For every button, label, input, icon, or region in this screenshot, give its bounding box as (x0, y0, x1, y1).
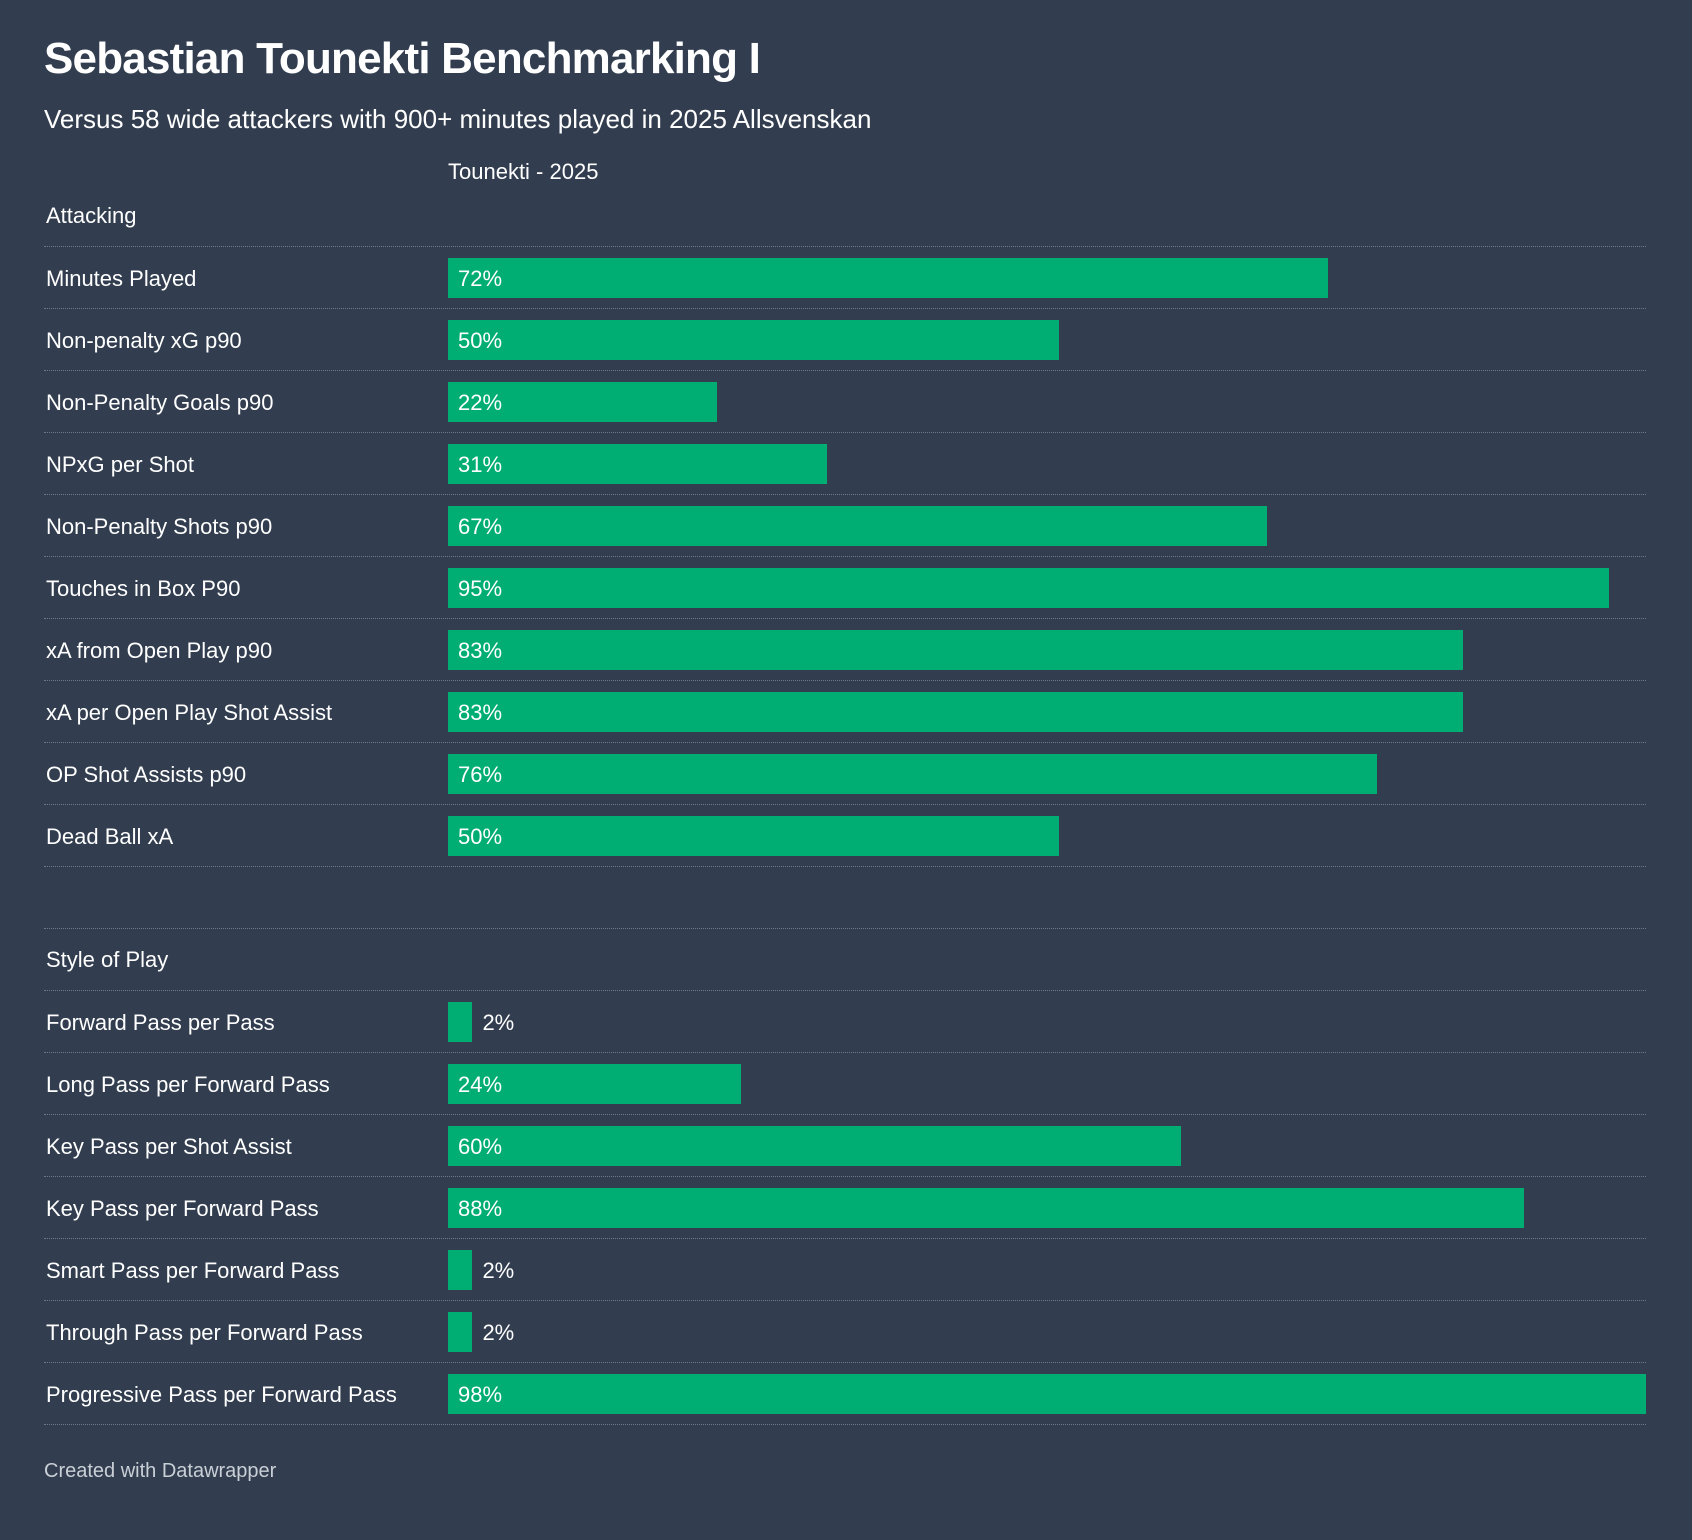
bar-label: OP Shot Assists p90 (46, 762, 247, 787)
bar (448, 444, 827, 484)
bar-value-label: 22% (458, 390, 503, 415)
bar-label: Smart Pass per Forward Pass (46, 1258, 340, 1283)
bar-track: 22% (448, 382, 1646, 422)
bar (448, 1064, 742, 1104)
group-header: Attacking (44, 185, 1646, 247)
bar-track: 2% (448, 1312, 1646, 1352)
bar-label: Key Pass per Forward Pass (46, 1196, 319, 1221)
bar (448, 1002, 473, 1042)
bar-label: Long Pass per Forward Pass (46, 1072, 330, 1097)
bar-label: Through Pass per Forward Pass (46, 1320, 363, 1345)
group-spacer (44, 867, 1646, 929)
bar-label: Non-penalty xG p90 (46, 328, 242, 353)
column-header: Tounekti - 2025 (448, 159, 599, 184)
bar-row: Non-Penalty Shots p90 67% (44, 495, 1646, 557)
bar (448, 258, 1329, 298)
bar-label: NPxG per Shot (46, 452, 194, 477)
bar-label: Non-Penalty Shots p90 (46, 514, 273, 539)
group-header-label: Attacking (46, 203, 137, 228)
bar (448, 506, 1268, 546)
bar-row: Forward Pass per Pass 2% (44, 991, 1646, 1053)
bar-label: Minutes Played (46, 266, 197, 291)
bar-label: xA per Open Play Shot Assist (46, 700, 333, 725)
bar-track: 50% (448, 816, 1646, 856)
bar-value-label: 2% (482, 1320, 515, 1345)
bar-track: 98% (448, 1374, 1646, 1414)
bar-track: 2% (448, 1002, 1646, 1042)
bar-value-label: 67% (458, 514, 503, 539)
bar-row: Key Pass per Forward Pass 88% (44, 1177, 1646, 1239)
bar (448, 630, 1463, 670)
bar-label: Forward Pass per Pass (46, 1010, 275, 1035)
bar-value-label: 2% (482, 1258, 515, 1283)
footer-credit: Created with Datawrapper (44, 1460, 277, 1482)
bar-track: 67% (448, 506, 1646, 546)
bar-value-label: 95% (458, 576, 503, 601)
bar-track: 88% (448, 1188, 1646, 1228)
bar (448, 382, 717, 422)
chart-subtitle: Versus 58 wide attackers with 900+ minut… (44, 104, 872, 134)
bar-row: xA from Open Play p90 83% (44, 619, 1646, 681)
bar-label: Non-Penalty Goals p90 (46, 390, 274, 415)
bar-label: Dead Ball xA (46, 824, 174, 849)
bar-row: Key Pass per Shot Assist 60% (44, 1115, 1646, 1177)
bar-value-label: 50% (458, 824, 503, 849)
bar-value-label: 83% (458, 638, 503, 663)
bar-label: xA from Open Play p90 (46, 638, 273, 663)
bar-value-label: 2% (482, 1010, 515, 1035)
bar (448, 1312, 473, 1352)
bar-track: 60% (448, 1126, 1646, 1166)
bar (448, 1250, 473, 1290)
bar (448, 754, 1378, 794)
bar-value-label: 24% (458, 1072, 503, 1097)
bar-label: Touches in Box P90 (46, 576, 241, 601)
bar-track: 95% (448, 568, 1646, 608)
bar-row: Non-penalty xG p90 50% (44, 309, 1646, 371)
bar-row: Touches in Box P90 95% (44, 557, 1646, 619)
bar-value-label: 88% (458, 1196, 503, 1221)
chart-title: Sebastian Tounekti Benchmarking I (44, 34, 761, 83)
bar-value-label: 50% (458, 328, 503, 353)
bar-track: 2% (448, 1250, 1646, 1290)
bar (448, 816, 1060, 856)
bar-row: Non-Penalty Goals p90 22% (44, 371, 1646, 433)
bar-row: Dead Ball xA 50% (44, 805, 1646, 867)
bar-value-label: 72% (458, 266, 503, 291)
bar-track: 24% (448, 1064, 1646, 1104)
bar-track: 50% (448, 320, 1646, 360)
bar-label: Key Pass per Shot Assist (46, 1134, 292, 1159)
bar-track: 83% (448, 692, 1646, 732)
bar-value-label: 60% (458, 1134, 503, 1159)
bar-track: 83% (448, 630, 1646, 670)
bar-value-label: 83% (458, 700, 503, 725)
bar-label: Progressive Pass per Forward Pass (46, 1382, 397, 1407)
bar-row: Long Pass per Forward Pass 24% (44, 1053, 1646, 1115)
group-header-label: Style of Play (46, 947, 169, 972)
bar-row: Smart Pass per Forward Pass 2% (44, 1239, 1646, 1301)
bar-value-label: 31% (458, 452, 503, 477)
bar-row: xA per Open Play Shot Assist 83% (44, 681, 1646, 743)
bar-row: Minutes Played 72% (44, 247, 1646, 309)
bar (448, 1126, 1182, 1166)
bar-row: Through Pass per Forward Pass 2% (44, 1301, 1646, 1363)
bar-row: NPxG per Shot 31% (44, 433, 1646, 495)
bar (448, 568, 1610, 608)
group-header: Style of Play (44, 929, 1646, 991)
bar-chart: Attacking Minutes Played 72% Non-penalty xG… (44, 185, 1646, 1425)
bar-track: 76% (448, 754, 1646, 794)
bar-value-label: 98% (458, 1382, 503, 1407)
bar-row: Progressive Pass per Forward Pass 98% (44, 1363, 1646, 1425)
bar (448, 1374, 1646, 1414)
bar (448, 320, 1060, 360)
bar-track: 72% (448, 258, 1646, 298)
bar-track: 31% (448, 444, 1646, 484)
bar-value-label: 76% (458, 762, 503, 787)
bar (448, 1188, 1524, 1228)
bar-row: OP Shot Assists p90 76% (44, 743, 1646, 805)
bar (448, 692, 1463, 732)
